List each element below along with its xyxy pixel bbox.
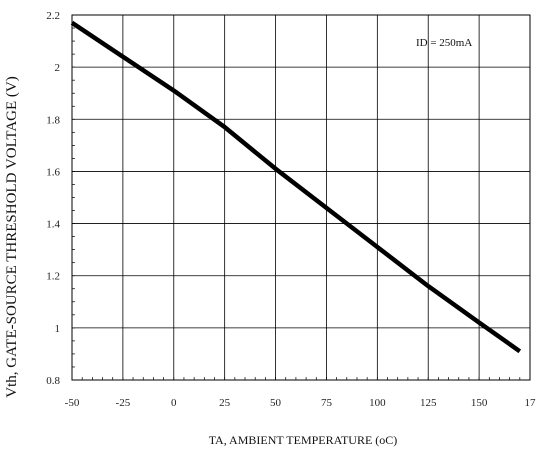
x-axis-title: TA, AMBIENT TEMPERATURE (oC) xyxy=(209,433,398,447)
grid-lines xyxy=(72,15,530,380)
x-tick-label: 75 xyxy=(321,397,333,409)
condition-annotation: ID = 250mA xyxy=(416,37,472,49)
x-tick-label: 125 xyxy=(420,397,437,409)
y-tick-label: 2.2 xyxy=(46,10,60,22)
series-layer xyxy=(70,20,522,354)
x-tick-label: 100 xyxy=(369,397,386,409)
series-line xyxy=(70,20,522,354)
x-tick-label: 25 xyxy=(219,397,231,409)
x-tick-label: -50 xyxy=(65,397,80,409)
y-tick-label: 1.2 xyxy=(46,271,60,283)
y-tick-label: 1 xyxy=(55,323,61,335)
x-tick-label: 150 xyxy=(471,397,488,409)
y-tick-label: 1.6 xyxy=(46,166,60,178)
y-axis-title: Vth, GATE-SOURCE THRESHOLD VOLTAGE (V) xyxy=(4,76,20,397)
y-tick-label: 1.8 xyxy=(46,114,60,126)
x-tick-label: 50 xyxy=(270,397,282,409)
y-tick-label: 0.8 xyxy=(46,375,60,387)
y-axis-tick-labels: 0.8 1 1.2 1.4 1.6 1.8 2 2.2 xyxy=(46,10,60,387)
x-axis-tick-labels: -50 -25 0 25 50 75 100 125 150 17 xyxy=(65,397,536,409)
y-tick-label: 1.4 xyxy=(46,219,60,231)
x-tick-label: -25 xyxy=(116,397,131,409)
x-tick-label: 17 xyxy=(525,397,537,409)
x-tick-label: 0 xyxy=(171,397,177,409)
y-tick-label: 2 xyxy=(55,62,61,74)
plot-area-frame xyxy=(71,14,531,381)
